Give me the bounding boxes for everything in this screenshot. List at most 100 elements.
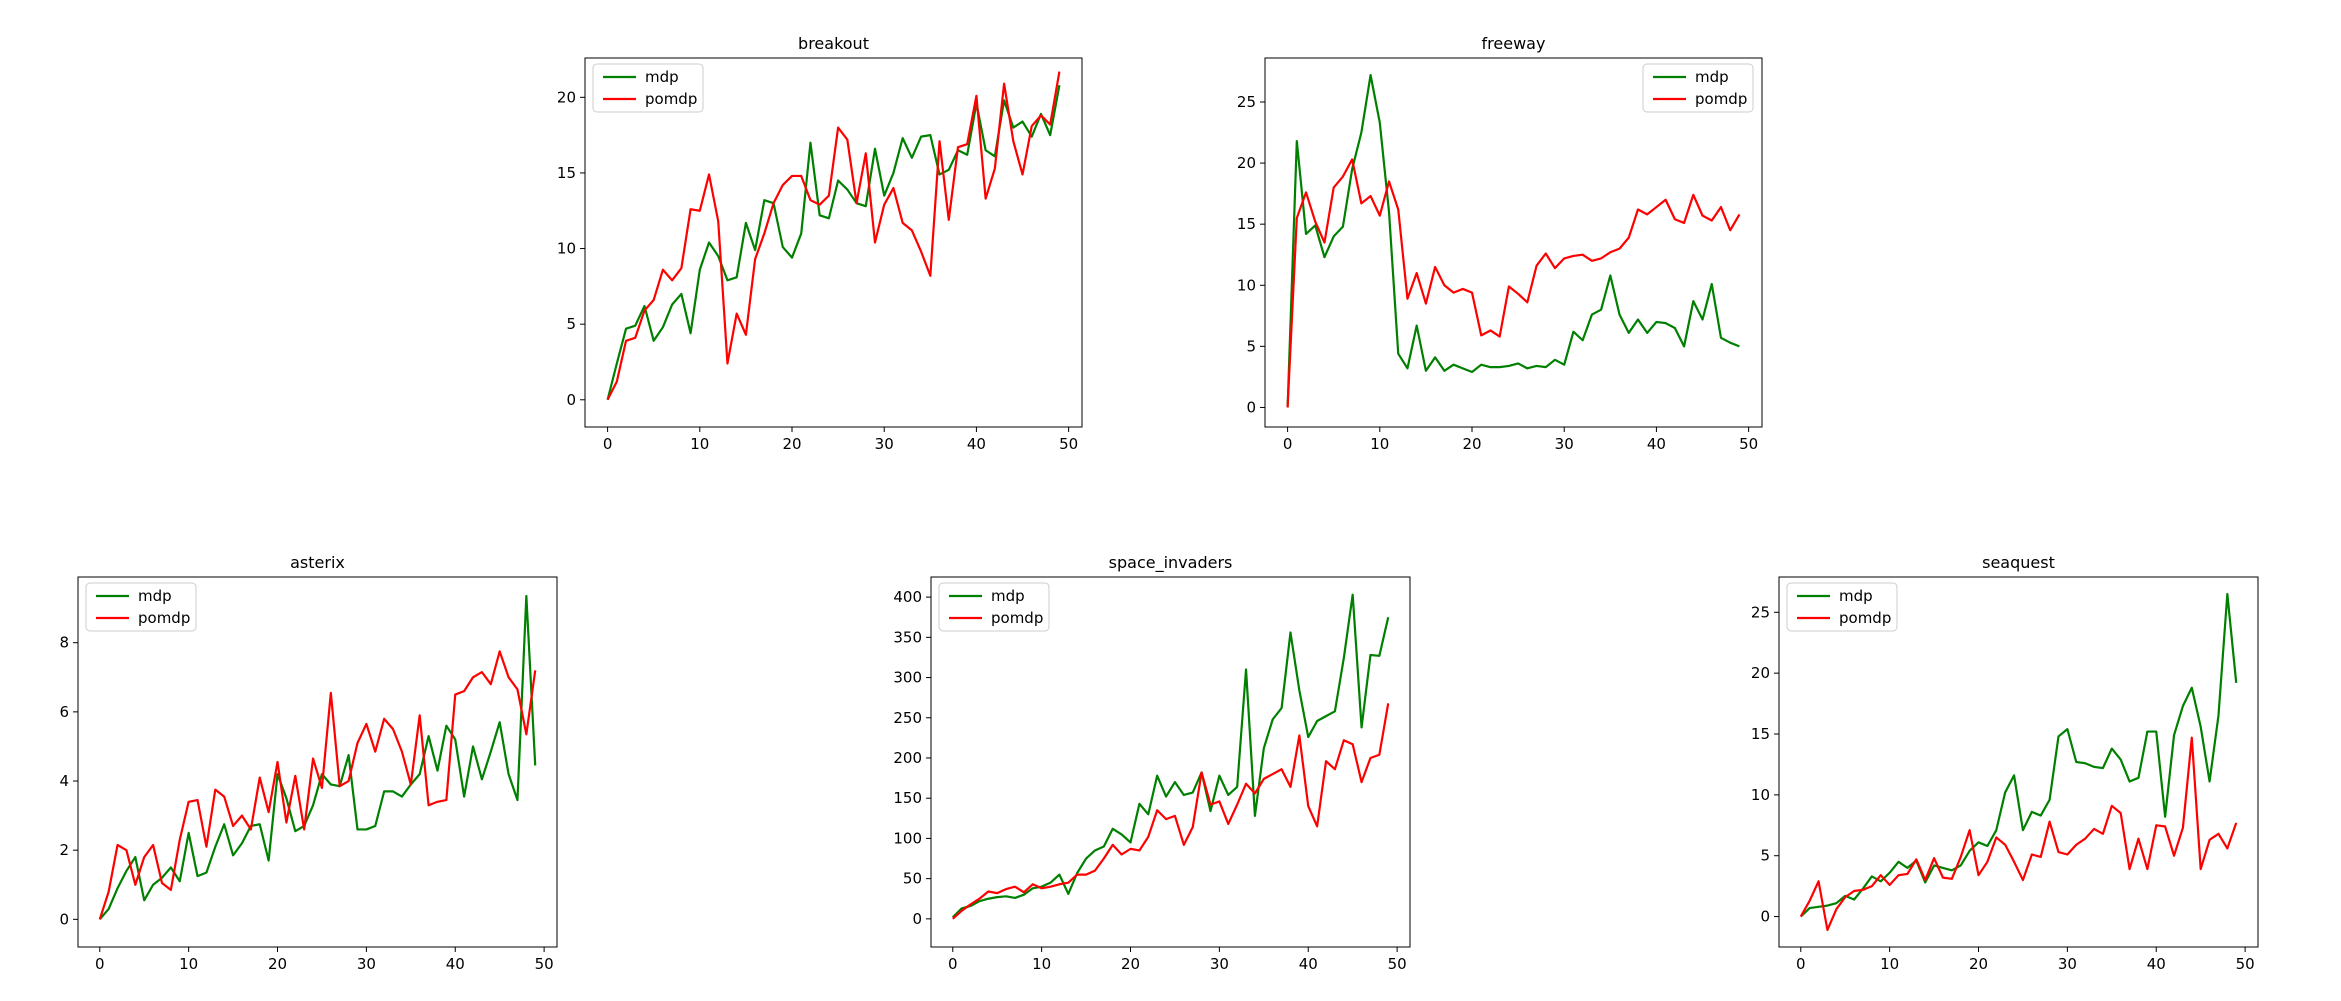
series-line-pomdp [1286,158,1741,408]
y-tick-label: 0 [1760,908,1770,926]
chart-title: breakout [798,34,869,53]
y-tick-label: 10 [1237,276,1256,294]
y-tick-label: 350 [893,628,922,646]
axes-frame [1264,57,1763,428]
y-tick-label: 100 [893,829,922,847]
y-tick-label: 2 [59,841,69,859]
chart-plot: space_invaders 0 10 20 30 40 50 0 50 100 150 200 250… [893,553,1411,973]
chart-title: space_invaders [1109,553,1233,573]
axes-frame [584,57,1083,428]
series-line-mdp [951,593,1390,919]
x-tick-label: 20 [1969,955,1988,973]
y-tick-label: 50 [903,870,922,888]
y-tick-label: 0 [59,910,69,928]
x-tick-label: 0 [1796,955,1806,973]
legend-label-pomdp: pomdp [645,90,697,108]
y-tick-label: 0 [912,910,922,928]
x-tick-label: 40 [446,955,465,973]
legend-label-mdp: mdp [991,587,1025,605]
x-tick-label: 40 [1647,435,1666,453]
axes-frame [930,576,1411,948]
x-tick-label: 50 [1739,435,1758,453]
series-line-mdp [1286,74,1740,408]
legend-label-pomdp: pomdp [1695,90,1747,108]
y-tick-label: 15 [557,164,576,182]
series-line-mdp [98,594,537,921]
legend: mdp pomdp [1642,63,1754,113]
x-tick-label: 30 [357,955,376,973]
y-tick-label: 0 [566,391,576,409]
y-tick-label: 200 [893,749,922,767]
y-tick-label: 5 [1246,337,1256,355]
series-line-pomdp [98,650,537,920]
chart-plot: freeway 0 10 20 30 40 50 0 5 10 15 20 25 mdp pomdp [1237,34,1763,453]
y-tick-label: 10 [557,240,576,258]
x-tick-label: 50 [535,955,554,973]
y-tick-label: 150 [893,789,922,807]
x-tick-label: 50 [2236,955,2255,973]
series-line-mdp [606,85,1061,401]
legend-label-mdp: mdp [645,68,679,86]
legend: mdp pomdp [938,582,1050,632]
x-tick-label: 50 [1388,955,1407,973]
y-tick-label: 25 [1237,93,1256,111]
x-tick-label: 30 [875,435,894,453]
y-tick-label: 8 [59,634,69,652]
x-tick-label: 50 [1059,435,1078,453]
chart-title: seaquest [1982,553,2055,572]
y-tick-label: 25 [1751,603,1770,621]
y-tick-label: 4 [59,772,69,790]
chart-plot: asterix 0 10 20 30 40 50 0 2 4 6 8 mdp pomdp [59,553,558,973]
legend: mdp pomdp [592,63,704,113]
x-tick-label: 40 [967,435,986,453]
legend-label-mdp: mdp [138,587,172,605]
legend: mdp pomdp [85,582,197,632]
x-tick-label: 0 [603,435,613,453]
y-tick-label: 15 [1751,725,1770,743]
series-line-pomdp [606,71,1061,401]
x-tick-label: 10 [1032,955,1051,973]
y-tick-label: 5 [1760,847,1770,865]
chart-plot: breakout 0 10 20 30 40 50 0 5 10 15 20 mdp pomdp [557,34,1083,453]
legend-label-mdp: mdp [1695,68,1729,86]
y-tick-label: 20 [1751,664,1770,682]
x-tick-label: 10 [690,435,709,453]
legend: mdp pomdp [1786,582,1898,632]
x-tick-label: 20 [1462,435,1481,453]
x-tick-label: 0 [95,955,105,973]
chart-title: freeway [1482,34,1546,53]
y-tick-label: 5 [566,315,576,333]
series-line-pomdp [952,703,1390,920]
legend-label-pomdp: pomdp [1839,609,1891,627]
legend-label-pomdp: pomdp [991,609,1043,627]
axes-frame [1778,576,2259,948]
x-tick-label: 10 [1880,955,1899,973]
x-tick-label: 20 [268,955,287,973]
x-tick-label: 0 [948,955,958,973]
x-tick-label: 10 [1370,435,1389,453]
x-tick-label: 40 [1299,955,1318,973]
y-tick-label: 300 [893,669,922,687]
x-tick-label: 30 [1210,955,1229,973]
y-tick-label: 250 [893,709,922,727]
y-tick-label: 20 [1237,154,1256,172]
x-tick-label: 40 [2147,955,2166,973]
series-line-pomdp [1799,736,2238,932]
y-tick-label: 0 [1246,398,1256,416]
y-tick-label: 20 [557,88,576,106]
legend-label-pomdp: pomdp [138,609,190,627]
legend-label-mdp: mdp [1839,587,1873,605]
chart-title: asterix [290,553,345,572]
y-tick-label: 400 [893,588,922,606]
x-tick-label: 20 [1121,955,1140,973]
chart-plot: seaquest 0 10 20 30 40 50 0 5 10 15 20 25 mdp pomdp [1751,553,2259,973]
x-tick-label: 20 [782,435,801,453]
x-tick-label: 10 [179,955,198,973]
x-tick-label: 30 [2058,955,2077,973]
y-tick-label: 10 [1751,786,1770,804]
axes-frame [77,576,558,948]
x-tick-label: 0 [1283,435,1293,453]
series-line-mdp [1800,592,2238,918]
y-tick-label: 6 [59,703,69,721]
